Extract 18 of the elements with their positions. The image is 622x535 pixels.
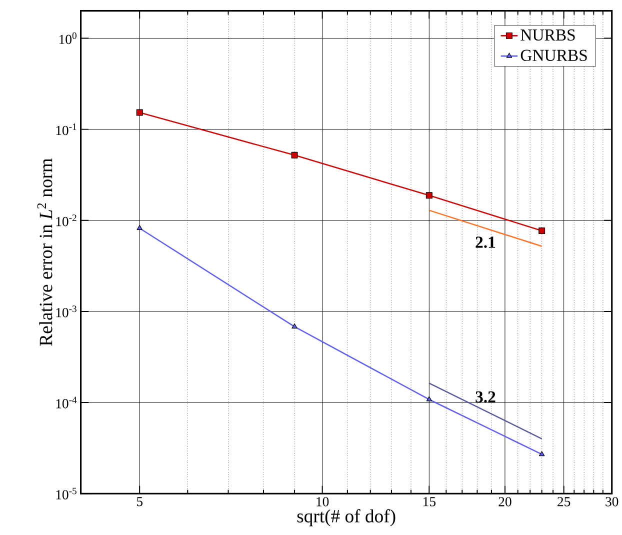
y-axis-title: Relative error in L$^{2}$ norm xyxy=(37,158,52,346)
y-tick-label: 10$^{-1}$ xyxy=(56,123,76,136)
x-tick-label: 5 xyxy=(136,497,143,506)
y-tick-label: 10$^{-3}$ xyxy=(56,306,76,318)
annotation: 2.1 xyxy=(476,236,496,248)
x-tick-label: 15 xyxy=(423,497,436,506)
y-tick-label: 10$^{-2}$ xyxy=(56,214,76,226)
y-tick-label: 10$^{-5}$ xyxy=(56,488,76,500)
annotation: 3.2 xyxy=(476,391,496,403)
x-tick-label: 20 xyxy=(498,497,512,506)
y-tick-label: 10$^{0}$ xyxy=(59,32,76,44)
x-tick-label: 25 xyxy=(558,497,570,506)
x-tick-label: 30 xyxy=(606,497,618,506)
x-tick-label: 10 xyxy=(316,497,329,506)
legend-label: GNURBS xyxy=(520,50,587,62)
x-axis-title: sqrt(# of dof) xyxy=(297,509,396,526)
legend-label: NURBS xyxy=(520,29,575,41)
y-tick-label: 10$^{-4}$ xyxy=(56,396,77,408)
